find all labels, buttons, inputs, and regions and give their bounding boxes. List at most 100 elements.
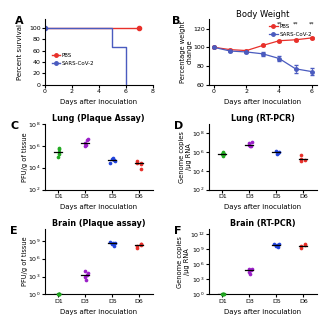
Point — [274, 243, 279, 248]
Point — [56, 151, 61, 156]
Point — [85, 272, 90, 277]
Point — [57, 146, 62, 151]
Point — [299, 156, 304, 161]
Point — [138, 241, 143, 246]
Point — [298, 244, 303, 249]
Title: Brain (RT-PCR): Brain (RT-PCR) — [230, 219, 296, 228]
Text: A: A — [15, 16, 23, 26]
Point — [110, 241, 115, 246]
Point — [139, 161, 144, 166]
Point — [249, 268, 254, 273]
Point — [249, 140, 254, 145]
Point — [220, 292, 226, 297]
Title: Lung (Plaque Assay): Lung (Plaque Assay) — [52, 114, 145, 123]
Title: Lung (RT-PCR): Lung (RT-PCR) — [231, 114, 295, 123]
Point — [134, 244, 139, 249]
Point — [55, 292, 60, 297]
Point — [275, 150, 280, 155]
Point — [220, 292, 225, 297]
Point — [220, 151, 225, 156]
Point — [134, 160, 140, 165]
Point — [221, 152, 226, 157]
Point — [110, 157, 115, 162]
Text: **: ** — [309, 22, 315, 27]
Point — [82, 268, 87, 274]
Point — [249, 267, 254, 272]
Text: C: C — [10, 121, 18, 131]
Y-axis label: Percent survival: Percent survival — [18, 24, 23, 80]
Point — [112, 240, 117, 245]
Y-axis label: Percentage weight
change: Percentage weight change — [180, 21, 193, 83]
Y-axis label: Genome copies
/µg RNA: Genome copies /µg RNA — [179, 131, 192, 183]
Point — [302, 157, 308, 162]
Point — [84, 142, 89, 148]
Point — [139, 241, 144, 246]
Point — [108, 160, 113, 165]
Point — [82, 144, 87, 149]
X-axis label: Days after inoculation: Days after inoculation — [224, 309, 301, 315]
Point — [56, 292, 61, 297]
Point — [139, 242, 144, 247]
Point — [138, 162, 143, 167]
Point — [299, 245, 304, 251]
Point — [82, 140, 87, 145]
Point — [274, 151, 279, 156]
X-axis label: Days after inoculation: Days after inoculation — [224, 204, 301, 210]
Point — [56, 292, 61, 297]
X-axis label: Days after inoculation: Days after inoculation — [60, 204, 137, 210]
Point — [299, 152, 304, 157]
Point — [139, 166, 144, 171]
Y-axis label: Genome copies
/µg RNA: Genome copies /µg RNA — [177, 236, 189, 288]
Point — [249, 143, 254, 148]
Point — [274, 242, 279, 247]
Point — [111, 157, 116, 163]
Point — [56, 292, 61, 297]
Point — [246, 142, 252, 148]
Point — [134, 158, 139, 163]
X-axis label: Days after inoculation: Days after inoculation — [60, 309, 137, 315]
Point — [220, 292, 225, 297]
Point — [302, 243, 308, 248]
Point — [248, 272, 253, 277]
Point — [276, 242, 281, 247]
Text: E: E — [10, 226, 18, 236]
Point — [112, 159, 117, 164]
Point — [298, 159, 303, 164]
Point — [248, 144, 253, 149]
Point — [55, 154, 60, 159]
Y-axis label: PFU/g of tissue: PFU/g of tissue — [22, 237, 28, 286]
Title: Body Weight: Body Weight — [236, 10, 290, 19]
Point — [220, 153, 225, 158]
Point — [134, 245, 140, 251]
X-axis label: Days after inoculation: Days after inoculation — [224, 100, 301, 106]
Point — [246, 140, 251, 146]
Point — [82, 275, 87, 280]
Point — [57, 292, 62, 297]
X-axis label: Days after inoculation: Days after inoculation — [60, 100, 137, 106]
Point — [220, 292, 225, 297]
Text: **: ** — [276, 22, 282, 27]
Point — [56, 146, 61, 151]
Point — [220, 150, 226, 156]
Text: D: D — [174, 121, 184, 131]
Point — [84, 277, 89, 282]
Point — [110, 155, 115, 160]
Point — [276, 149, 281, 155]
Point — [85, 136, 90, 141]
Point — [110, 242, 115, 247]
Text: B: B — [172, 16, 180, 26]
Title: Brain (Plaque assay): Brain (Plaque assay) — [52, 219, 146, 228]
Legend: PBS, SARS-CoV-2: PBS, SARS-CoV-2 — [267, 22, 314, 39]
Point — [275, 244, 280, 249]
Point — [56, 149, 61, 154]
Point — [85, 270, 90, 276]
Point — [111, 243, 116, 248]
Point — [85, 137, 90, 142]
Point — [246, 266, 251, 271]
Point — [246, 269, 252, 274]
Point — [271, 242, 276, 247]
Text: F: F — [174, 226, 182, 236]
Point — [302, 242, 308, 247]
Point — [220, 149, 225, 154]
Point — [108, 240, 113, 245]
